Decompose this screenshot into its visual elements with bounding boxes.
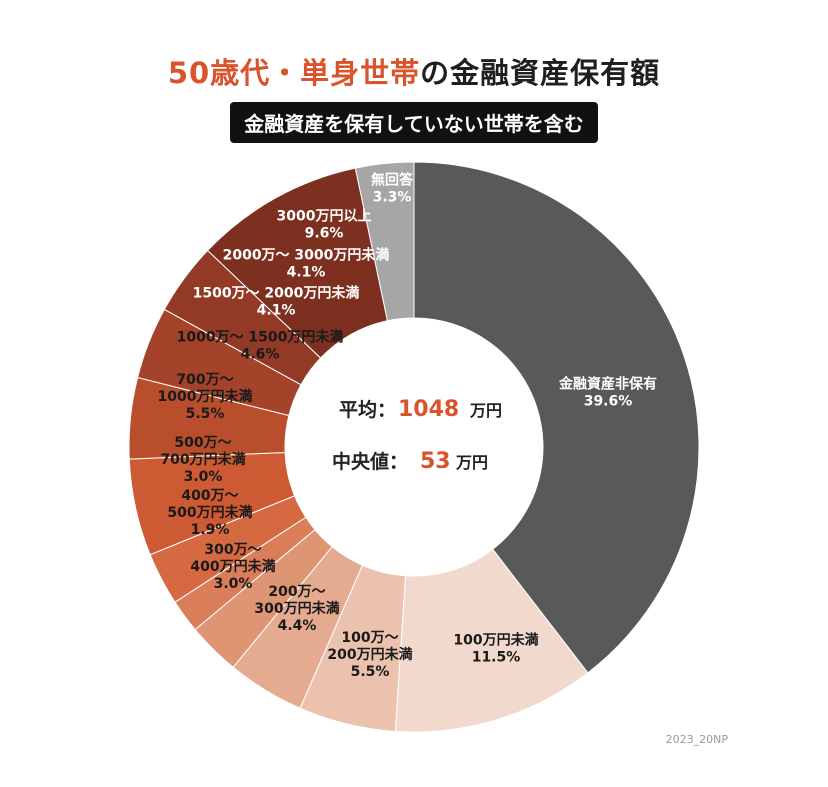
slice-label: 金融資産非保有 39.6%: [558, 376, 657, 410]
median-unit: 万円: [455, 453, 488, 472]
slice-label: 400万～ 500万円未満 1.9%: [167, 488, 252, 538]
average-value: 1048: [398, 397, 459, 422]
slice-label-line: 3.0%: [214, 576, 253, 592]
slice-label-line: 300万～: [204, 542, 261, 558]
slice-label-line: 3000万円以上: [277, 209, 372, 225]
slice-label-line: 200万円未満: [327, 646, 412, 663]
donut-slice: [354, 161, 415, 322]
slice-label-line: 4.1%: [287, 265, 326, 281]
donut-hole: [286, 319, 542, 575]
slice-label-line: 5.5%: [186, 406, 225, 422]
donut-slice: [413, 161, 700, 674]
slice-label: 200万～ 300万円未満 4.4%: [254, 584, 339, 634]
slice-label-line: 9.6%: [305, 226, 344, 242]
average-unit: 万円: [469, 401, 502, 420]
donut-slice: [394, 548, 589, 733]
slice-label-line: 100万円未満: [453, 632, 538, 649]
slice-label-line: 200万～: [268, 584, 325, 600]
slice-label: 3000万円以上 9.6%: [277, 209, 372, 242]
slice-label: 700万～ 1000万円未満 5.5%: [158, 372, 253, 422]
slice-label-line: 4.1%: [257, 303, 296, 319]
credit-text: 2023_20NP: [665, 733, 728, 746]
slice-label-line: 500万円未満: [167, 504, 252, 521]
slice-label-line: 3.3%: [373, 190, 412, 206]
center-text: 平均： 1048 万円 中央値： 53 万円: [332, 397, 502, 474]
chart-title-accent: 50歳代・単身世帯: [167, 56, 421, 90]
slice-label-line: 金融資産非保有: [558, 376, 657, 393]
slice-label-line: 4.4%: [278, 618, 317, 634]
slice-label-line: 700万円未満: [160, 451, 245, 468]
slice-label-line: 700万～: [176, 372, 233, 388]
slice-label: 2000万～ 3000万円未満 4.1%: [223, 247, 390, 281]
slice-label-line: 1.9%: [191, 522, 230, 538]
median-label: 中央値：: [332, 450, 408, 473]
slice-label-line: 400万円未満: [190, 558, 275, 575]
chart-title: 50歳代・単身世帯の金融資産保有額: [0, 50, 828, 92]
slice-label-line: 39.6%: [584, 394, 633, 410]
slice-label: 1000万～ 1500万円未満 4.6%: [177, 329, 344, 363]
slice-label-line: 1000万円未満: [158, 388, 253, 405]
slice-label-line: 2000万～ 3000万円未満: [223, 247, 390, 264]
slice-label-line: 300万円未満: [254, 600, 339, 617]
labels-group: 金融資産非保有 39.6%100万円未満 11.5%100万～ 200万円未満 5.5%…: [158, 172, 657, 681]
average-label: 平均：: [339, 398, 396, 421]
slice-label: 1500万～ 2000万円未満 4.1%: [193, 285, 360, 319]
subtitle-wrap: 金融資産を保有していない世帯を含む: [0, 102, 828, 143]
slice-label-line: 1000万～ 1500万円未満: [177, 329, 344, 346]
slice-label-line: 1500万～ 2000万円未満: [193, 285, 360, 302]
slice-label-line: 500万～: [174, 435, 231, 451]
slice-label-line: 11.5%: [472, 650, 521, 666]
slices-group: [128, 161, 700, 733]
slice-label: 100万円未満 11.5%: [453, 632, 538, 666]
slice-label-line: 100万～: [341, 630, 398, 646]
median-value: 53: [420, 449, 451, 474]
slice-label-line: 無回答: [371, 172, 414, 189]
slice-label-line: 4.6%: [241, 347, 280, 363]
chart-subtitle-badge: 金融資産を保有していない世帯を含む: [230, 102, 598, 143]
slice-label-line: 3.0%: [184, 469, 223, 485]
slice-label: 100万～ 200万円未満 5.5%: [327, 630, 412, 680]
slice-label: 無回答 3.3%: [371, 172, 414, 206]
chart-title-rest: の金融資産保有額: [420, 56, 661, 90]
slice-label: 300万～ 400万円未満 3.0%: [190, 542, 275, 592]
slice-label-line: 5.5%: [351, 664, 390, 680]
slice-label-line: 400万～: [181, 488, 238, 504]
slice-label: 500万～ 700万円未満 3.0%: [160, 435, 245, 485]
